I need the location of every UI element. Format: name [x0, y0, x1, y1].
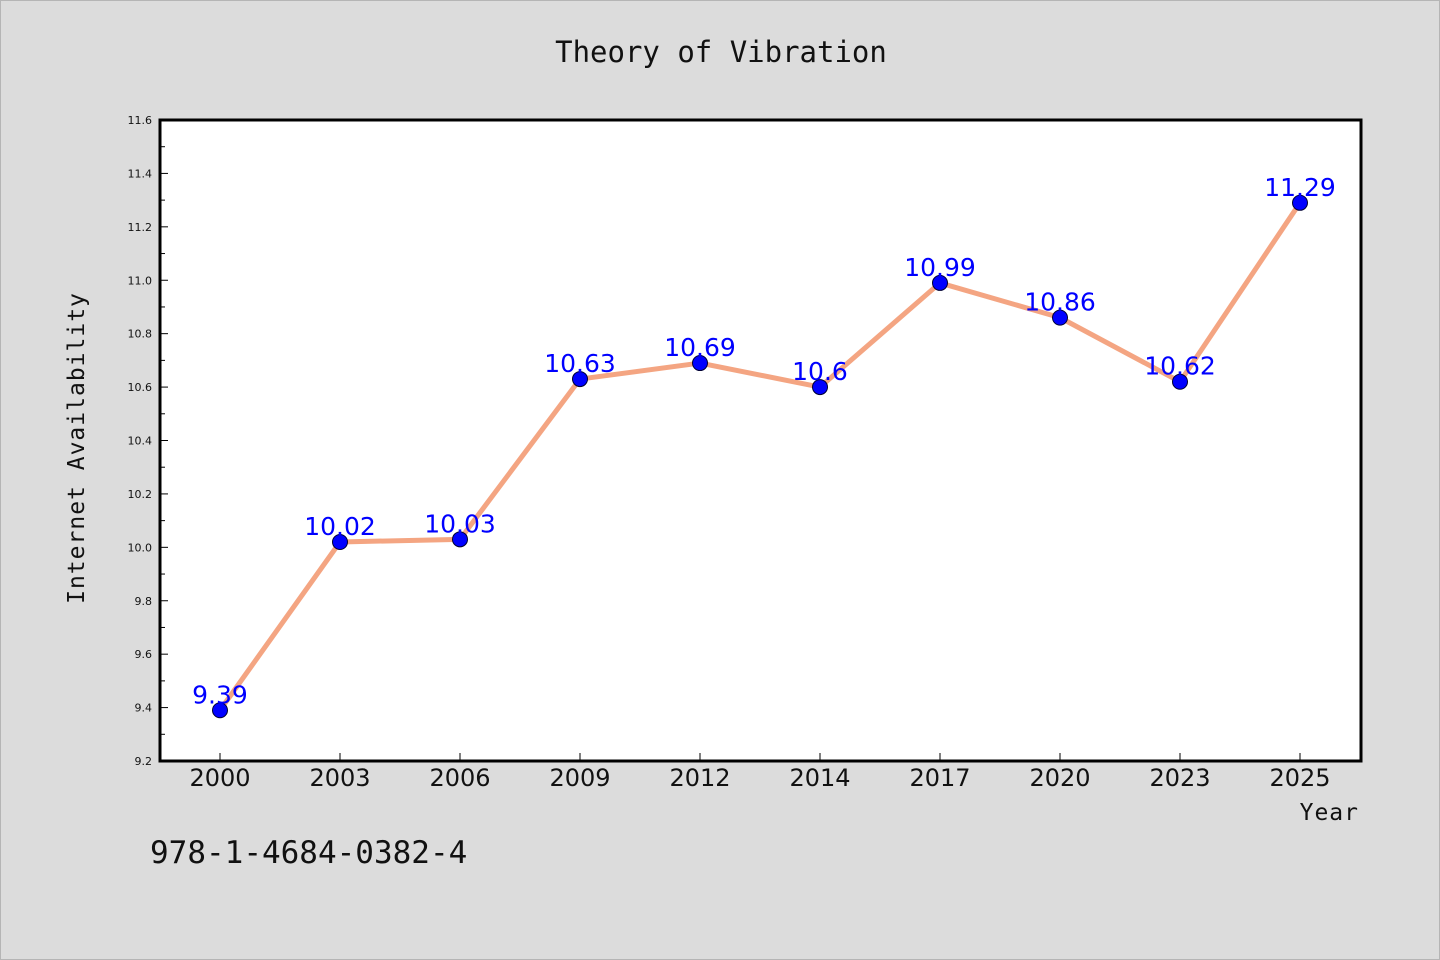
y-tick-label: 11.6: [128, 114, 153, 127]
x-tick-label: 2014: [789, 764, 850, 792]
y-tick-label: 10.6: [128, 381, 153, 394]
y-tick-label: 9.6: [135, 648, 153, 661]
y-tick-label: 11.0: [128, 274, 153, 287]
y-axis: 9.2 9.4 9.6 9.8 10.0 10.2 10.4 10.6 10.8 11.0 11.2…: [128, 114, 168, 768]
data-point: [212, 702, 228, 719]
data-label: 10.99: [904, 253, 976, 282]
x-tick-label: 2023: [1149, 764, 1210, 792]
data-point: [932, 274, 948, 291]
y-tick-label: 10.0: [128, 541, 153, 554]
data-point: [692, 355, 708, 372]
data-point: [1172, 373, 1188, 390]
data-label: 10.63: [544, 349, 616, 378]
y-tick-label: 9.4: [135, 702, 153, 715]
y-tick-label: 10.8: [128, 328, 153, 341]
data-label: 10.69: [664, 333, 736, 362]
x-tick-label: 2025: [1269, 764, 1330, 792]
data-label: 10.6: [792, 357, 848, 386]
data-point: [1052, 309, 1068, 326]
data-point: [1292, 194, 1308, 211]
x-tick-label: 2000: [189, 764, 250, 792]
x-tick-label: 2020: [1029, 764, 1090, 792]
y-tick-label: 10.4: [128, 435, 153, 448]
x-tick-label: 2009: [549, 764, 610, 792]
data-label: 9.39: [192, 680, 248, 709]
chart-title: Theory of Vibration: [555, 35, 887, 69]
data-label: 11.29: [1264, 173, 1336, 202]
x-axis: 2000 2003 2006 2009 2012 2014 2017 2020 2023 2025: [189, 753, 1331, 792]
x-axis-title: Year: [1300, 800, 1359, 826]
x-tick-label: 2006: [429, 764, 490, 792]
x-tick-label: 2003: [309, 764, 370, 792]
x-tick-label: 2012: [669, 764, 730, 792]
y-tick-label: 9.8: [135, 595, 153, 608]
data-point: [572, 371, 588, 388]
data-point: [332, 533, 348, 550]
data-point: [812, 379, 828, 396]
data-label: 10.02: [304, 512, 376, 541]
data-label: 10.86: [1024, 288, 1096, 317]
y-tick-label: 11.2: [128, 221, 153, 234]
series-group: 9.39 10.02 10.03 10.63 10.69 10.6 10.99 10.86 10…: [192, 173, 1336, 719]
x-tick-label: 2017: [909, 764, 970, 792]
data-label: 10.62: [1144, 352, 1216, 381]
y-axis-title: Internet Availability: [64, 292, 90, 604]
y-tick-label: 11.4: [128, 167, 153, 180]
data-label: 10.03: [424, 509, 496, 538]
plot-area: [158, 118, 1363, 763]
isbn-label: 978-1-4684-0382-4: [150, 835, 468, 871]
series-line: [217, 201, 1303, 712]
data-point: [452, 531, 468, 548]
y-tick-label: 10.2: [128, 488, 153, 501]
y-tick-label: 9.2: [135, 755, 153, 768]
